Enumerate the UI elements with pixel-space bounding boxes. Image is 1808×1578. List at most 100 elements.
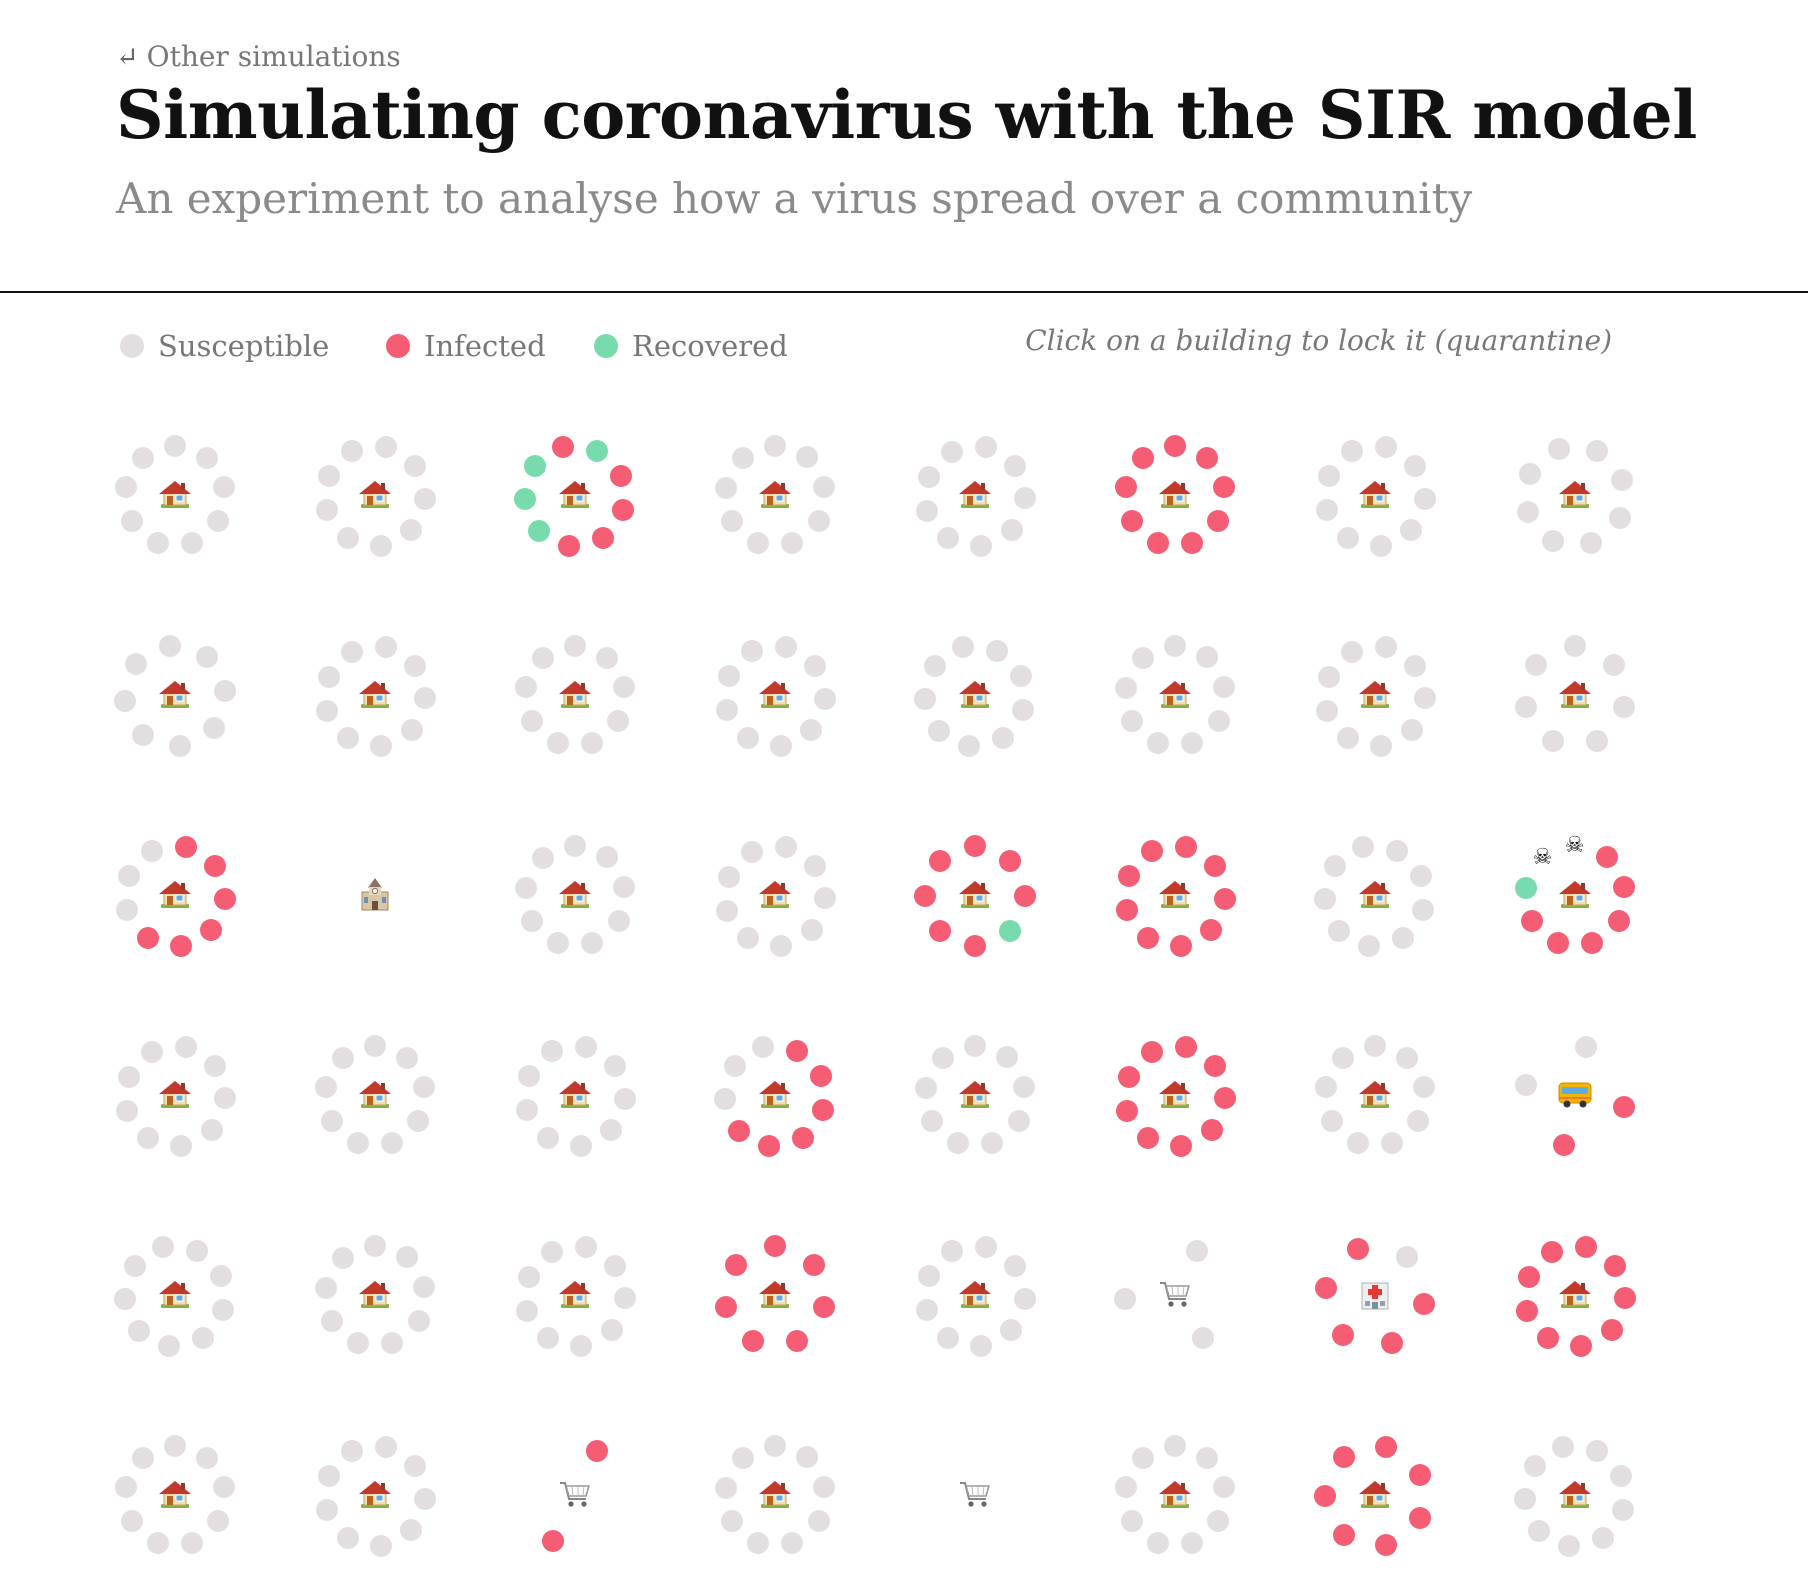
- building-cell[interactable]: [105, 1426, 245, 1566]
- house-icon[interactable]: [558, 1079, 592, 1113]
- house-icon[interactable]: [358, 479, 392, 513]
- building-cell[interactable]: [105, 426, 245, 566]
- building-cell[interactable]: [705, 1226, 845, 1366]
- house-icon[interactable]: [758, 1079, 792, 1113]
- house-icon[interactable]: [758, 1479, 792, 1513]
- building-cell[interactable]: [305, 626, 445, 766]
- bus-icon[interactable]: [1557, 1079, 1593, 1113]
- house-icon[interactable]: [1158, 679, 1192, 713]
- house-icon[interactable]: [1158, 479, 1192, 513]
- house-icon[interactable]: [1558, 479, 1592, 513]
- house-icon[interactable]: [558, 879, 592, 913]
- house-icon[interactable]: [1358, 479, 1392, 513]
- building-cell[interactable]: [1505, 426, 1645, 566]
- person-dot-infected: [1014, 885, 1036, 907]
- building-cell[interactable]: [905, 826, 1045, 966]
- building-cell[interactable]: [305, 1026, 445, 1166]
- person-dot-susceptible: [975, 436, 997, 459]
- building-cell[interactable]: [905, 1226, 1045, 1366]
- building-cell[interactable]: [1105, 1426, 1245, 1566]
- person-dot-susceptible: [541, 1040, 564, 1063]
- house-icon[interactable]: [1558, 1279, 1592, 1313]
- house-icon[interactable]: [958, 479, 992, 513]
- building-cell[interactable]: [305, 826, 445, 966]
- house-icon[interactable]: [1358, 1479, 1392, 1513]
- house-icon[interactable]: [358, 1479, 392, 1513]
- hospital-icon[interactable]: [1360, 1278, 1390, 1314]
- house-icon[interactable]: [1558, 1479, 1592, 1513]
- house-icon[interactable]: [358, 1079, 392, 1113]
- building-cell[interactable]: [1305, 426, 1445, 566]
- house-icon[interactable]: [1358, 1079, 1392, 1113]
- building-cell[interactable]: [1105, 626, 1245, 766]
- church-icon[interactable]: [359, 877, 391, 915]
- building-cell[interactable]: [305, 1226, 445, 1366]
- cart-icon[interactable]: [1158, 1279, 1192, 1313]
- house-icon[interactable]: [958, 679, 992, 713]
- building-cell[interactable]: [705, 626, 845, 766]
- building-cell[interactable]: [1505, 1226, 1645, 1366]
- building-cell[interactable]: ☠ ☠: [1505, 826, 1645, 966]
- building-cell[interactable]: [505, 626, 645, 766]
- building-cell[interactable]: [105, 826, 245, 966]
- building-cell[interactable]: [1305, 1026, 1445, 1166]
- building-cell[interactable]: [1105, 426, 1245, 566]
- building-cell[interactable]: [505, 1426, 645, 1566]
- house-icon[interactable]: [558, 1279, 592, 1313]
- building-cell[interactable]: [905, 1426, 1045, 1566]
- house-icon[interactable]: [158, 1079, 192, 1113]
- building-cell[interactable]: [705, 1026, 845, 1166]
- building-cell[interactable]: [1305, 1426, 1445, 1566]
- house-icon[interactable]: [758, 1279, 792, 1313]
- house-icon[interactable]: [158, 679, 192, 713]
- building-cell[interactable]: [105, 1026, 245, 1166]
- building-cell[interactable]: [305, 426, 445, 566]
- house-icon[interactable]: [1158, 1079, 1192, 1113]
- house-icon[interactable]: [958, 1079, 992, 1113]
- house-icon[interactable]: [358, 1279, 392, 1313]
- house-icon[interactable]: [558, 479, 592, 513]
- cart-icon[interactable]: [958, 1479, 992, 1513]
- building-cell[interactable]: [1505, 1426, 1645, 1566]
- building-cell[interactable]: [505, 426, 645, 566]
- house-icon[interactable]: [158, 879, 192, 913]
- building-cell[interactable]: [1505, 626, 1645, 766]
- building-cell[interactable]: [1305, 826, 1445, 966]
- house-icon[interactable]: [558, 679, 592, 713]
- house-icon[interactable]: [158, 479, 192, 513]
- building-cell[interactable]: [1105, 826, 1245, 966]
- house-icon[interactable]: [1158, 879, 1192, 913]
- house-icon[interactable]: [958, 879, 992, 913]
- cart-icon[interactable]: [558, 1479, 592, 1513]
- house-icon[interactable]: [1358, 879, 1392, 913]
- building-cell[interactable]: [705, 826, 845, 966]
- building-cell[interactable]: [705, 426, 845, 566]
- house-icon[interactable]: [1358, 679, 1392, 713]
- building-cell[interactable]: [505, 1226, 645, 1366]
- back-link[interactable]: ↵ Other simulations: [116, 40, 401, 73]
- building-cell[interactable]: [905, 626, 1045, 766]
- house-icon[interactable]: [758, 479, 792, 513]
- building-cell[interactable]: [505, 1026, 645, 1166]
- building-cell[interactable]: [1305, 1226, 1445, 1366]
- building-cell[interactable]: [505, 826, 645, 966]
- building-cell[interactable]: [105, 1226, 245, 1366]
- house-icon[interactable]: [358, 679, 392, 713]
- building-cell[interactable]: [1305, 626, 1445, 766]
- house-icon[interactable]: [1558, 679, 1592, 713]
- house-icon[interactable]: [758, 679, 792, 713]
- building-cell[interactable]: [1105, 1026, 1245, 1166]
- building-cell[interactable]: [1505, 1026, 1645, 1166]
- building-cell[interactable]: [705, 1426, 845, 1566]
- house-icon[interactable]: [158, 1279, 192, 1313]
- building-cell[interactable]: [905, 1026, 1045, 1166]
- house-icon[interactable]: [758, 879, 792, 913]
- building-cell[interactable]: [105, 626, 245, 766]
- building-cell[interactable]: [905, 426, 1045, 566]
- house-icon[interactable]: [1158, 1479, 1192, 1513]
- building-cell[interactable]: [305, 1426, 445, 1566]
- house-icon[interactable]: [958, 1279, 992, 1313]
- house-icon[interactable]: [1558, 879, 1592, 913]
- building-cell[interactable]: [1105, 1226, 1245, 1366]
- house-icon[interactable]: [158, 1479, 192, 1513]
